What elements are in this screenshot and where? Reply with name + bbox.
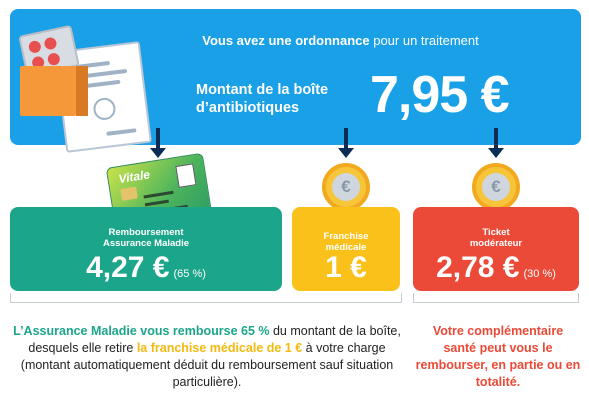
assurance-maladie-card: Remboursement Assurance Maladie 4,27 € (6… [10, 207, 282, 291]
ticket-percent: (30 %) [523, 268, 556, 280]
ticket-card-label: Ticket modérateur [469, 227, 523, 249]
banner-title: Vous avez une ordonnance pour un traitem… [10, 33, 581, 48]
arrow-down-icon [338, 128, 354, 158]
assurance-amount: 4,27 € [86, 251, 170, 284]
box-amount-label: Montant de la boîte d’antibiotiques [196, 82, 329, 116]
box-amount-value: 7,95 € [370, 66, 510, 124]
ticket-moderateur-card: Ticket modérateur 2,78 € (30 %) [413, 207, 579, 291]
complementary-explanation: Votre complémentaire santé peut vous le … [415, 324, 581, 389]
ticket-amount: 2,78 € [436, 251, 520, 284]
assurance-explanation: L’Assurance Maladie vous rembourse 65 % … [13, 324, 401, 389]
assurance-card-label: Remboursement Assurance Maladie [102, 227, 190, 249]
franchise-card-value: 1 € [292, 251, 400, 285]
euro-coin-icon: € [472, 163, 520, 211]
banner-title-rest: pour un traitement [369, 33, 479, 48]
franchise-card-label: Franchise médicale [323, 231, 369, 253]
left-brace [10, 293, 402, 303]
franchise-card: Franchise médicale 1 € [292, 207, 400, 291]
vitale-card-title: Vitale [117, 167, 151, 187]
right-brace [413, 293, 579, 303]
franchise-amount: 1 € [325, 251, 367, 284]
ticket-card-value: 2,78 € (30 %) [413, 251, 579, 285]
euro-coin-icon: € [322, 163, 370, 211]
medicine-box-side [76, 66, 88, 116]
arrow-down-icon [488, 128, 504, 158]
arrow-down-icon [150, 128, 166, 158]
medicine-box-icon [20, 66, 76, 116]
assurance-percent: (65 %) [173, 268, 206, 280]
assurance-card-value: 4,27 € (65 %) [10, 251, 282, 285]
banner-title-bold: Vous avez une ordonnance [202, 33, 370, 48]
